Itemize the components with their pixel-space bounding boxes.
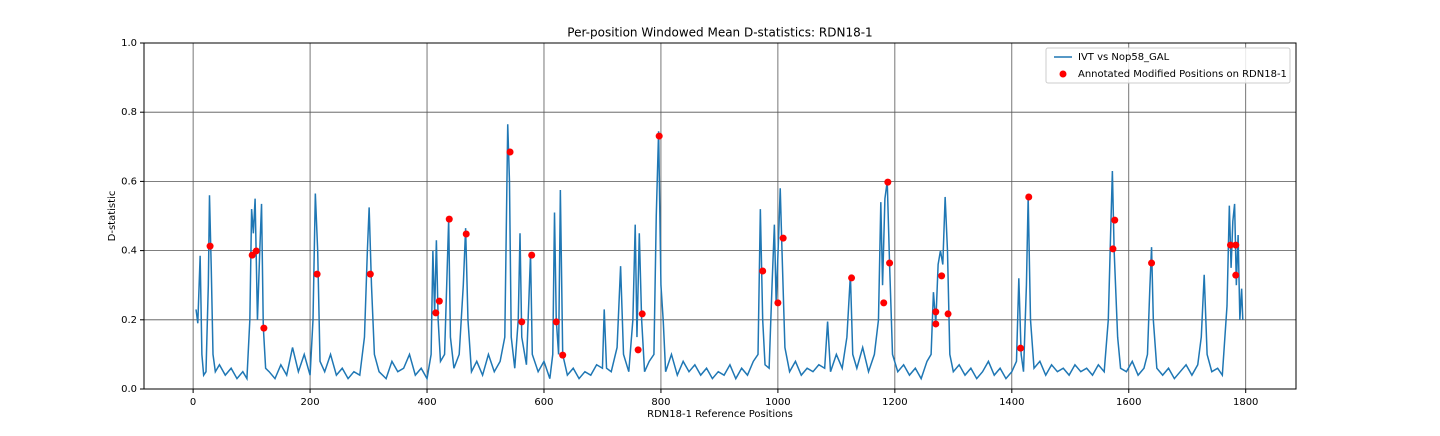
scatter-point (435, 297, 443, 305)
x-tick-label: 1600 (1116, 397, 1141, 408)
scatter-point (1232, 271, 1240, 279)
scatter-point (1148, 259, 1156, 267)
scatter-point (886, 259, 894, 267)
scatter-point (774, 299, 782, 307)
scatter-point (884, 178, 892, 186)
scatter-point (506, 148, 514, 156)
scatter-point (938, 272, 946, 280)
scatter-point (655, 132, 663, 140)
scatter-point (932, 320, 940, 328)
data-line (195, 124, 1244, 382)
legend-label: IVT vs Nop58_GAL (1078, 52, 1170, 63)
scatter-point (944, 310, 952, 318)
x-tick-label: 0 (190, 397, 196, 408)
x-tick-label: 600 (534, 397, 553, 408)
scatter-point (445, 215, 453, 223)
scatter-point (1017, 344, 1025, 352)
scatter-point (552, 318, 560, 326)
legend-swatch (1059, 70, 1067, 78)
x-tick-label: 800 (651, 397, 670, 408)
y-tick-label: 0.6 (121, 176, 137, 187)
scatter-point (260, 324, 268, 332)
scatter-point (366, 270, 374, 278)
scatter-point (779, 234, 787, 242)
x-tick-label: 1800 (1233, 397, 1258, 408)
scatter-point (759, 267, 767, 275)
scatter-point (206, 242, 214, 250)
y-axis-label: D-statistic (107, 191, 118, 242)
scatter-point (1025, 193, 1033, 201)
scatter-point (1232, 241, 1240, 249)
scatter-point (638, 310, 646, 318)
x-tick-label: 400 (417, 397, 436, 408)
x-tick-label: 1000 (765, 397, 790, 408)
scatter-point (559, 351, 567, 359)
scatter-point (313, 270, 321, 278)
x-tick-label: 1200 (882, 397, 907, 408)
y-tick-label: 0.8 (121, 107, 137, 118)
x-tick-label: 1400 (999, 397, 1024, 408)
scatter-point (634, 346, 642, 354)
y-tick-label: 0.4 (121, 246, 137, 257)
y-tick-label: 1.0 (121, 38, 137, 49)
scatter-point (880, 299, 888, 307)
x-axis-label: RDN18-1 Reference Positions (647, 409, 793, 420)
chart-title: Per-position Windowed Mean D-statistics:… (567, 26, 872, 40)
scatter-point (432, 309, 440, 317)
scatter-point (1111, 216, 1119, 224)
legend-label: Annotated Modified Positions on RDN18-1 (1078, 69, 1287, 80)
scatter-point (518, 318, 526, 326)
scatter-point (1109, 245, 1117, 253)
plot-frame (143, 42, 1297, 390)
y-tick-label: 0.0 (121, 384, 137, 395)
scatter-point (848, 274, 856, 282)
y-tick-label: 0.2 (121, 315, 137, 326)
scatter-point (528, 251, 536, 259)
legend-box (1045, 47, 1291, 84)
scatter-point (462, 230, 470, 238)
scatter-point (252, 247, 260, 255)
scatter-point (932, 308, 940, 316)
legend: IVT vs Nop58_GAL Annotated Modified Posit… (1045, 47, 1291, 84)
scatter-point (1227, 241, 1235, 249)
x-tick-label: 200 (301, 397, 320, 408)
